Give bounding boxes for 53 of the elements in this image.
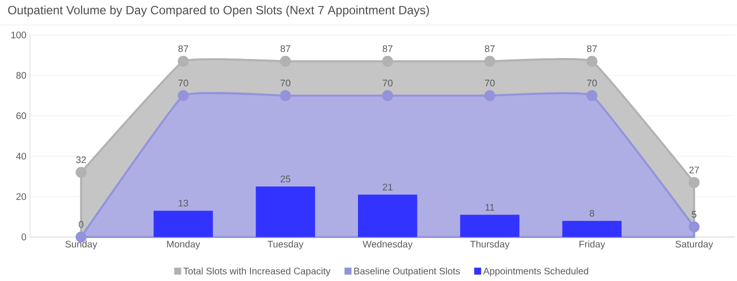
data-label: 21 [382, 184, 392, 190]
data-label: 13 [178, 200, 188, 207]
point [586, 90, 598, 102]
y-tick-label: 40 [16, 152, 26, 160]
legend-label: Appointments Scheduled [483, 267, 588, 276]
x-tick-label: Sunday [65, 240, 98, 250]
data-label: 70 [178, 80, 188, 86]
point [688, 176, 700, 188]
data-label: 27 [689, 166, 699, 174]
data-label: 87 [587, 45, 597, 52]
data-label: 87 [484, 45, 495, 52]
x-tick-label: Tuesday [268, 240, 304, 250]
chart-title: Outpatient Volume by Day Compared to Open Slots (Next 7 Appointment Days) [8, 6, 429, 17]
point [382, 90, 394, 102]
point [280, 56, 291, 67]
data-label: 70 [587, 80, 597, 86]
point [586, 56, 598, 67]
data-label: 87 [382, 45, 392, 52]
point [280, 90, 291, 102]
x-tick-label: Wednesday [362, 240, 413, 250]
data-label: 87 [178, 45, 188, 52]
bar [358, 194, 418, 237]
y-tick-label: 80 [16, 72, 26, 79]
y-tick-label: 60 [16, 112, 26, 120]
point [688, 221, 700, 232]
data-label: 70 [382, 80, 393, 86]
x-tick-label: Saturday [676, 240, 714, 250]
y-tick-label: 100 [11, 32, 26, 38]
data-label: 25 [280, 176, 290, 182]
data-label: 87 [280, 45, 290, 52]
bar [460, 214, 520, 237]
point [178, 90, 189, 102]
data-label: 11 [486, 204, 494, 211]
legend-label: Baseline Outpatient Slots [354, 267, 460, 276]
x-tick-label: Thursday [470, 240, 510, 250]
y-tick-label: 20 [16, 193, 26, 200]
data-label: 32 [76, 156, 86, 164]
data-label: 70 [484, 80, 495, 86]
point [76, 166, 87, 178]
y-tick-label: 0 [22, 234, 26, 240]
x-tick-label: Friday [580, 240, 606, 250]
data-label: 8 [590, 210, 594, 217]
bar [256, 186, 316, 237]
point [382, 56, 394, 67]
point [484, 56, 496, 67]
bar [154, 210, 213, 237]
bar [562, 220, 622, 237]
point [178, 56, 189, 67]
point [484, 90, 496, 102]
x-tick-label: Monday [167, 240, 200, 250]
data-label: 5 [692, 211, 696, 218]
data-label: 70 [280, 80, 290, 86]
legend-label: Total Slots with Increased Capacity [183, 267, 330, 276]
